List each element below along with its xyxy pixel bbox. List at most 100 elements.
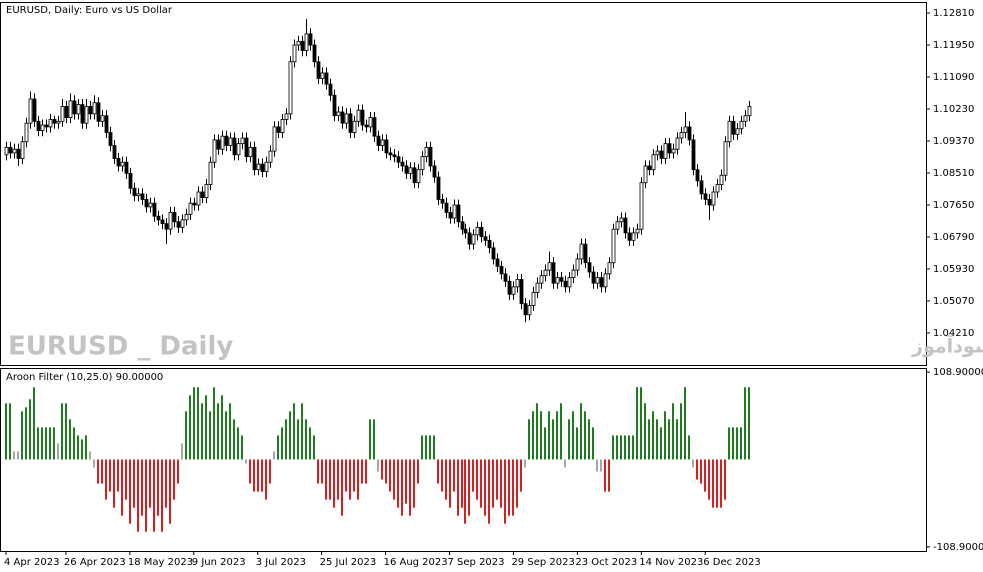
histogram-bar (728, 427, 730, 460)
histogram-bar (544, 427, 546, 460)
histogram-bar (600, 459, 602, 472)
candle-body (495, 258, 500, 267)
histogram-bar (33, 387, 35, 460)
candle-body (32, 98, 37, 122)
histogram-bar (333, 459, 335, 508)
x-tick-label: 6 Dec 2023 (703, 557, 761, 568)
histogram-bar (520, 459, 522, 492)
candle-body (392, 154, 397, 158)
candle-body (360, 109, 365, 126)
histogram-bar (365, 459, 367, 484)
histogram-bar (37, 427, 39, 460)
candle-body (340, 111, 345, 124)
histogram-bar (181, 443, 183, 460)
histogram-bar (81, 439, 83, 460)
histogram-bar (109, 459, 111, 492)
histogram-bar (153, 459, 155, 532)
histogram-bar (189, 395, 191, 460)
histogram-bar (512, 459, 514, 516)
candle-body (607, 262, 612, 275)
candle-body (679, 132, 684, 139)
y-tick-label: 1.12810 (933, 8, 974, 19)
histogram-bar (421, 435, 423, 460)
candle-body (436, 176, 441, 200)
histogram-bar (500, 459, 502, 508)
x-tick-label: 26 Apr 2023 (64, 557, 126, 568)
candle-body (16, 148, 21, 159)
histogram-bar (588, 419, 590, 460)
histogram-bar (476, 459, 478, 500)
candle-body (440, 199, 445, 204)
histogram-bar (161, 459, 163, 532)
candle-body (579, 243, 584, 260)
candle-body (320, 72, 325, 79)
candle-body (144, 199, 149, 208)
candle-body (515, 279, 520, 288)
candle-body (448, 212, 453, 219)
histogram-bar (397, 459, 399, 508)
histogram-bar (468, 459, 470, 516)
histogram-bar (508, 459, 510, 516)
histogram-bar (632, 435, 634, 460)
candle-body (416, 169, 421, 184)
candle-body (140, 193, 145, 200)
histogram-bar (97, 459, 99, 484)
candle-body (324, 72, 329, 85)
histogram-bar (744, 387, 746, 460)
candle-body (611, 228, 616, 264)
histogram-bar (652, 411, 654, 460)
candle-body (655, 150, 660, 156)
candle-body (160, 219, 165, 225)
candle-body (96, 102, 101, 122)
candle-body (184, 213, 189, 221)
histogram-bar (640, 387, 642, 460)
candle-body (156, 215, 161, 221)
histogram-bar (720, 459, 722, 508)
candle-body (180, 219, 185, 228)
candle-body (519, 279, 524, 305)
histogram-bar (349, 459, 351, 500)
histogram-bar (245, 459, 247, 464)
histogram-bar (624, 435, 626, 460)
histogram-bar (321, 459, 323, 484)
y-tick-label: 1.10230 (933, 104, 974, 115)
y-tick-label: 1.04210 (933, 328, 974, 339)
candle-body (456, 204, 461, 223)
candle-body (164, 223, 169, 230)
histogram-bar (480, 459, 482, 508)
candle-body (551, 262, 556, 284)
histogram-bar (648, 419, 650, 460)
candle-body (116, 158, 121, 167)
candle-body (292, 44, 297, 63)
candle-body (100, 115, 105, 122)
candle-body (312, 44, 317, 63)
y-tick-label: 1.08510 (933, 168, 974, 179)
candle-body (208, 161, 213, 185)
candle-body (308, 33, 313, 46)
candle-body (48, 119, 53, 128)
histogram-bar (29, 399, 31, 460)
histogram-bar (209, 411, 211, 460)
candle-body (104, 115, 109, 133)
candle-body (188, 202, 193, 215)
candle-body (575, 258, 580, 271)
candle-body (539, 275, 544, 284)
histogram-bar (393, 459, 395, 500)
histogram-bar (337, 459, 339, 500)
histogram-bar (664, 411, 666, 460)
histogram-bar (277, 435, 279, 460)
candle-body (136, 193, 141, 197)
candle-body (743, 115, 748, 122)
candle-body (220, 135, 225, 150)
candle-body (583, 243, 588, 264)
candle-body (627, 232, 632, 241)
candle-body (460, 221, 465, 230)
candle-body (112, 145, 117, 159)
candle-body (420, 156, 425, 171)
candle-body (404, 165, 409, 174)
histogram-bar (285, 419, 287, 460)
candle-body (196, 191, 201, 206)
histogram-bar (696, 459, 698, 480)
candle-body (28, 98, 33, 124)
histogram-bar (309, 427, 311, 460)
